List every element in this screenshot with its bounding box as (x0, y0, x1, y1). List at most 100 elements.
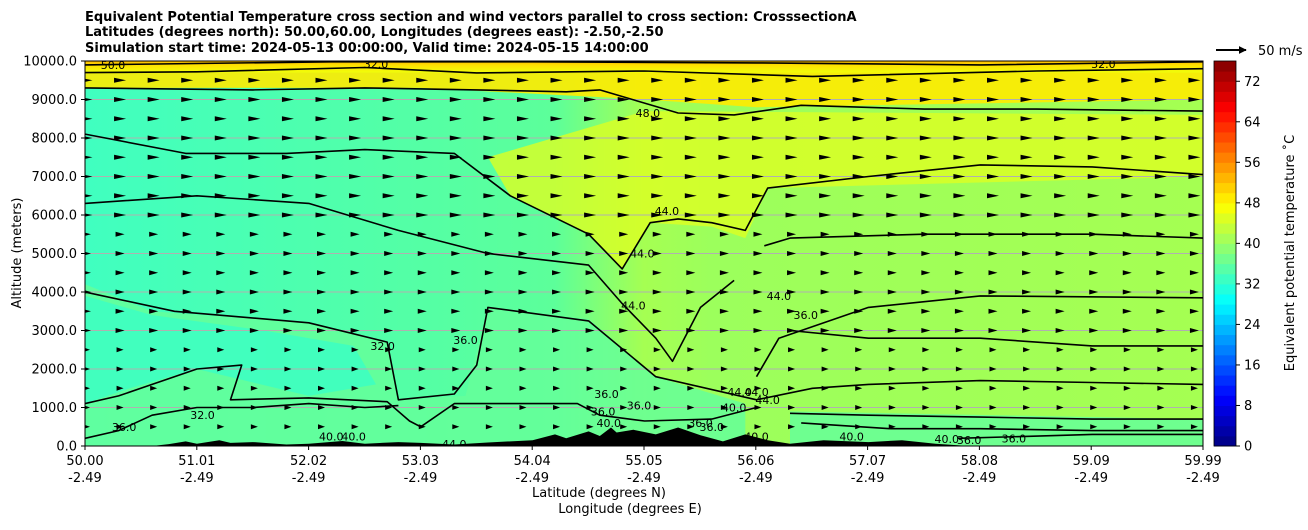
y-tick-label: 10000.0 (23, 55, 77, 70)
wind-vector (787, 251, 797, 256)
wind-vector (114, 193, 127, 199)
wind-vector (181, 97, 194, 102)
wind-vector (150, 366, 158, 372)
colorbar-level (1214, 142, 1236, 153)
wind-vector (85, 117, 93, 121)
wind-vector (550, 154, 563, 160)
wind-vector (183, 385, 191, 391)
wind-vector (1156, 308, 1166, 314)
wind-vector (919, 97, 932, 102)
wind-vector (1020, 193, 1033, 199)
wind-vector (1188, 193, 1201, 199)
wind-vector (1020, 212, 1033, 218)
wind-vector (1154, 116, 1167, 122)
wind-vector (485, 385, 493, 391)
colorbar-level (1214, 294, 1236, 305)
wind-vector (787, 270, 797, 276)
colorbar-tick-label: 32 (1244, 277, 1261, 292)
wind-vector (888, 424, 896, 430)
wind-vector (483, 154, 496, 160)
wind-vector (385, 424, 393, 430)
wind-vector (821, 385, 829, 391)
wind-vector (85, 367, 90, 371)
wind-vector (955, 347, 963, 353)
wind-vector (1189, 328, 1199, 333)
wind-vector (754, 405, 762, 410)
wind-vector (214, 135, 227, 141)
wind-vector (1123, 424, 1131, 430)
contour-line (957, 433, 1203, 440)
wind-vector (85, 271, 91, 275)
wind-vector (1189, 308, 1199, 314)
colorbar-level (1214, 162, 1236, 173)
terrain (85, 427, 1203, 446)
wind-vector (1122, 328, 1132, 333)
wind-vector (652, 308, 662, 314)
wind-vector (85, 290, 91, 294)
wind-vector (954, 328, 964, 333)
wind-vector (283, 251, 293, 256)
x-tick-label-lon: -2.49 (180, 471, 214, 486)
wind-vector (1154, 97, 1167, 102)
wind-vector (585, 251, 595, 256)
wind-vector (617, 193, 630, 199)
wind-vector (281, 135, 294, 141)
wind-vector (115, 308, 125, 314)
x-tick-label-lat: 53.03 (402, 454, 439, 469)
wind-vector (452, 366, 460, 372)
wind-vector (451, 231, 461, 237)
wind-vector (550, 193, 563, 199)
wind-vector (349, 116, 362, 122)
wind-vector (248, 174, 261, 179)
wind-vector (955, 385, 963, 391)
wind-vector (1054, 212, 1067, 218)
wind-vector (819, 97, 832, 102)
wind-vector (1121, 212, 1134, 218)
wind-vector (852, 193, 865, 199)
wind-vector (1022, 270, 1032, 276)
wind-vector (516, 212, 529, 218)
wind-vector (116, 347, 124, 353)
wind-vector (149, 308, 159, 314)
wind-vector (1054, 193, 1067, 199)
wind-vector (449, 116, 462, 122)
y-tick-label: 8000.0 (32, 132, 78, 147)
wind-vector (651, 135, 664, 141)
wind-vector (820, 328, 830, 333)
wind-vector (687, 366, 695, 372)
wind-vector (652, 231, 662, 237)
wind-vector (584, 77, 597, 83)
wind-vector (384, 289, 394, 295)
wind-vector (620, 366, 628, 372)
wind-vector (249, 328, 259, 333)
y-tick-label: 3000.0 (32, 324, 78, 339)
wind-vector (516, 193, 529, 199)
colorbar-level (1214, 273, 1236, 285)
colorbar-level (1214, 182, 1236, 194)
wind-vector (953, 212, 966, 218)
colorbar-level (1214, 101, 1236, 113)
wind-vector (250, 424, 258, 430)
wind-vector (1023, 424, 1031, 430)
wind-vector (1089, 231, 1099, 237)
wind-vector (953, 174, 966, 179)
colorbar-tick-label: 24 (1244, 318, 1261, 333)
wind-vector (318, 347, 326, 353)
wind-vector (921, 308, 931, 314)
wind-vector (921, 289, 931, 295)
wind-vector (1020, 116, 1033, 122)
wind-vector (553, 347, 561, 353)
wind-vector (416, 174, 429, 179)
wind-vector (214, 174, 227, 179)
wind-vector (785, 212, 798, 218)
wind-vector (214, 193, 227, 199)
wind-vector (617, 212, 630, 218)
wind-vector (281, 116, 294, 122)
wind-vector (585, 270, 595, 276)
wind-vector (1157, 424, 1165, 430)
x-tick-label-lat: 55.05 (625, 454, 662, 469)
wind-vector (1087, 193, 1100, 199)
wind-vector (217, 347, 225, 353)
colorbar-level (1214, 324, 1236, 336)
wind-vector (854, 231, 864, 237)
